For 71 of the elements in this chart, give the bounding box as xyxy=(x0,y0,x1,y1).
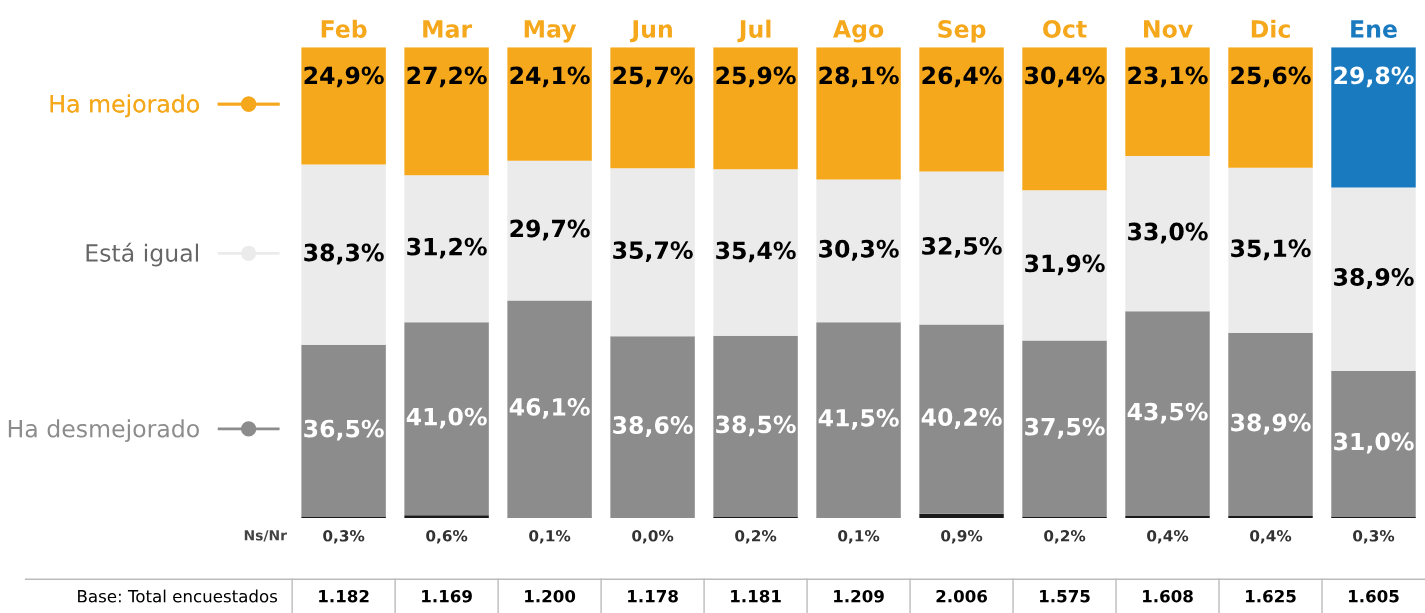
data-label: 24,9% xyxy=(304,66,384,88)
data-label: 23,1% xyxy=(1128,66,1208,88)
text: 1.625 xyxy=(1246,589,1296,603)
text: Base: Total encuestados xyxy=(78,589,278,603)
text: 1.182 xyxy=(319,589,369,603)
text: 1.608 xyxy=(1143,589,1193,603)
x-tick-label: Ago xyxy=(832,20,884,43)
text: 1.605 xyxy=(1349,589,1399,603)
data-label: 36,5% xyxy=(304,419,384,441)
legend-label: Está igual xyxy=(86,242,199,267)
data-label: 0,9% xyxy=(941,530,983,544)
data-label: 35,7% xyxy=(613,241,693,263)
text: 1.169 xyxy=(422,589,472,603)
data-label: 38,9% xyxy=(1334,268,1414,289)
data-label: 38,6% xyxy=(613,416,693,437)
x-tick-label: Ene xyxy=(1351,20,1397,38)
data-label: 38,9% xyxy=(1231,413,1311,435)
data-label: 33,0% xyxy=(1128,222,1208,244)
data-label: 29,7% xyxy=(510,219,590,241)
data-label: 30,3% xyxy=(819,239,899,261)
x-tick-label: Mar xyxy=(423,20,473,38)
data-label: 41,0% xyxy=(406,407,487,429)
x-tick-label: Feb xyxy=(321,19,367,38)
data-label: 0,2% xyxy=(1044,530,1086,544)
data-label: 37,5% xyxy=(1025,417,1105,439)
x-tick-label: Oct xyxy=(1043,20,1087,38)
series-label: Ns/Nr xyxy=(244,530,287,542)
x-tick-label: Dic xyxy=(1251,19,1290,38)
data-label: 46,1% xyxy=(509,397,590,419)
data-label: 24,1% xyxy=(510,66,590,88)
x-tick-label: May xyxy=(524,20,577,43)
data-label: 0,3% xyxy=(323,530,365,544)
data-label: 31,2% xyxy=(407,237,487,259)
x-tick-label: Sep xyxy=(938,20,986,43)
text: 1.178 xyxy=(628,589,678,603)
data-label: 31,0% xyxy=(1334,432,1414,454)
data-label: 30,4% xyxy=(1025,66,1105,88)
data-label: 26,4% xyxy=(922,66,1002,88)
data-label: 43,5% xyxy=(1127,402,1208,424)
text: 1.181 xyxy=(731,589,781,603)
data-label: 40,2% xyxy=(921,408,1002,429)
data-label: 25,9% xyxy=(716,66,796,88)
legend-label: Ha desmejorado xyxy=(8,419,199,443)
text: 1.200 xyxy=(525,589,576,603)
text: 1.575 xyxy=(1040,590,1090,603)
x-tick-label: Jul xyxy=(737,19,771,43)
text: 1.209 xyxy=(834,589,884,603)
data-label: 0,3% xyxy=(1353,530,1395,544)
data-label: 29,8% xyxy=(1334,66,1414,88)
data-label: 35,1% xyxy=(1231,239,1311,261)
data-label: 25,7% xyxy=(613,66,693,88)
data-label: 0,0% xyxy=(632,530,674,544)
x-tick-label: Nov xyxy=(1144,20,1193,38)
data-label: 0,6% xyxy=(426,530,468,544)
data-label: 28,1% xyxy=(819,66,899,88)
legend-label: Ha mejorado xyxy=(50,94,199,118)
data-label: 31,9% xyxy=(1025,254,1105,276)
data-label: 38,3% xyxy=(304,243,384,265)
data-label: 0,4% xyxy=(1147,530,1189,544)
data-label: 0,4% xyxy=(1250,530,1292,544)
x-tick-label: Jun xyxy=(630,20,672,43)
data-label: 0,1% xyxy=(529,530,571,544)
data-label: 25,6% xyxy=(1231,66,1311,88)
data-label: 0,1% xyxy=(838,530,880,544)
data-label: 32,5% xyxy=(922,236,1002,258)
data-label: 38,5% xyxy=(716,415,796,437)
text: 2.006 xyxy=(936,589,988,603)
data-label: 0,2% xyxy=(735,530,777,544)
data-label: 35,4% xyxy=(716,241,796,263)
data-label: 41,5% xyxy=(818,408,899,430)
data-label: 27,2% xyxy=(407,66,487,88)
